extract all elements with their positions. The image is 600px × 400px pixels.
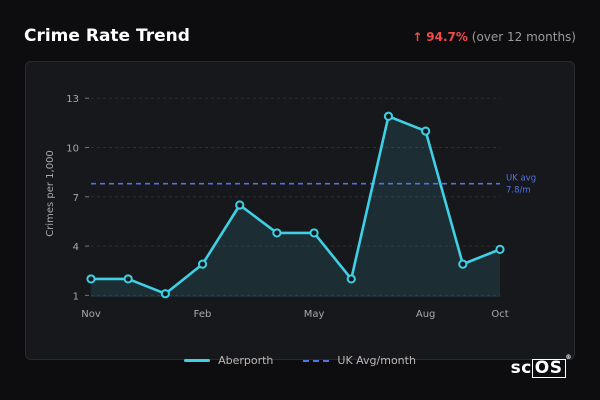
chart-title: Crime Rate Trend — [24, 26, 190, 46]
logo-registered-mark: ® — [565, 354, 572, 361]
data-point — [495, 244, 505, 254]
data-point — [197, 259, 208, 269]
y-tick-label: 13 — [66, 94, 79, 105]
x-tick-label: Aug — [416, 309, 436, 320]
logo-boxed: OS — [531, 359, 566, 378]
logo-prefix: sc — [510, 358, 532, 378]
data-point — [160, 289, 170, 299]
legend-label-series: Aberporth — [218, 354, 274, 367]
chart-card — [25, 61, 575, 360]
legend: Aberporth UK Avg/month — [0, 354, 600, 367]
data-point — [272, 228, 282, 238]
up-arrow-icon: ↑ — [412, 30, 423, 44]
uk-average-label: UK avg — [506, 174, 536, 184]
x-tick-label: May — [304, 309, 325, 320]
y-tick-label: 4 — [73, 242, 79, 253]
y-tick-label: 7 — [73, 193, 79, 204]
y-tick-label: 10 — [66, 144, 79, 155]
x-tick-label: Oct — [491, 309, 508, 320]
y-axis-label: Crimes per 1,000 — [45, 150, 56, 237]
uk-average-value: 7.8/m — [506, 186, 531, 196]
y-tick-label: 1 — [73, 291, 79, 302]
legend-swatch-average — [303, 359, 330, 362]
data-point — [421, 126, 431, 136]
data-point — [86, 274, 96, 284]
legend-item-average[interactable]: UK Avg/month — [303, 354, 416, 367]
change-summary: ↑ 94.7% (over 12 months) — [412, 30, 576, 44]
series-area — [91, 116, 500, 298]
legend-swatch-series — [184, 359, 211, 362]
data-point — [458, 259, 468, 269]
scos-logo: sc OS® — [510, 354, 572, 378]
data-point — [346, 274, 356, 284]
change-percent: 94.7% — [426, 30, 468, 44]
x-tick-label: Nov — [81, 309, 101, 320]
legend-label-average: UK Avg/month — [337, 354, 416, 367]
data-point — [123, 274, 133, 284]
data-point — [383, 111, 394, 121]
data-point — [309, 228, 319, 238]
data-point — [235, 200, 245, 210]
legend-item-series[interactable]: Aberporth — [184, 354, 273, 367]
x-tick-label: Feb — [194, 309, 212, 320]
change-note: (over 12 months) — [471, 30, 576, 44]
series-line — [91, 114, 501, 296]
